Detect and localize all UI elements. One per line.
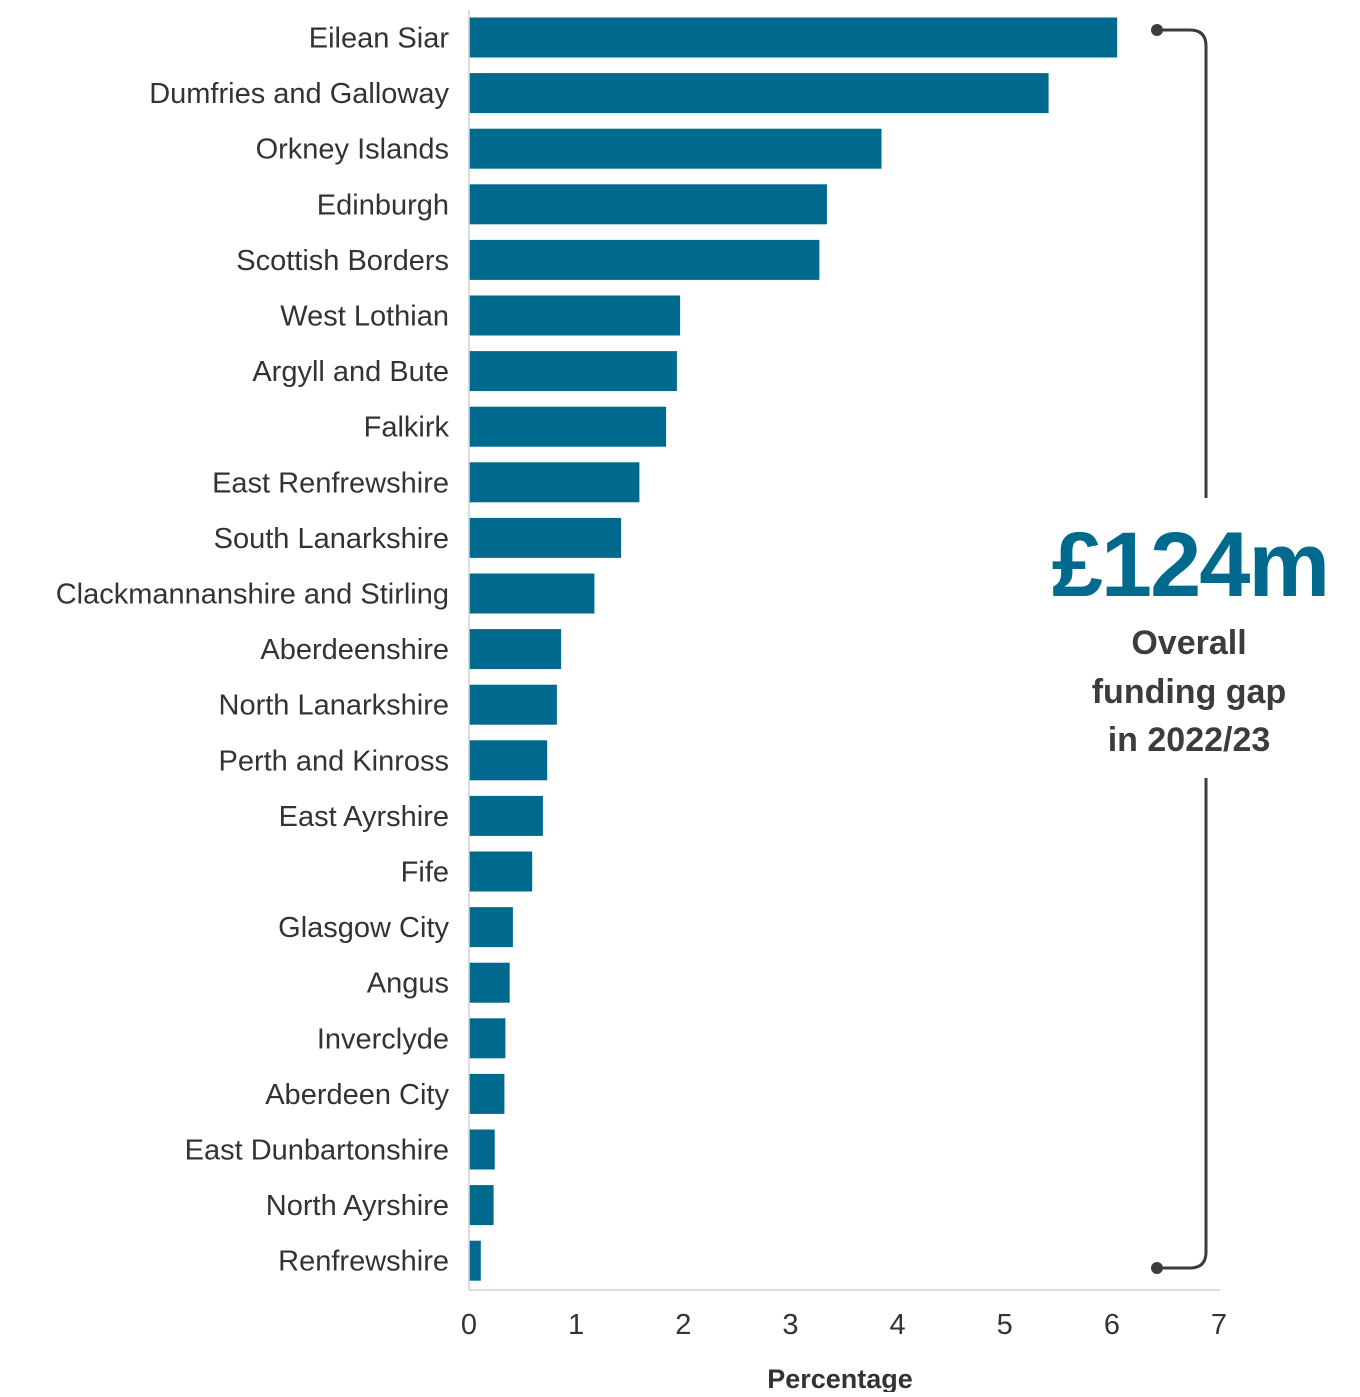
bar xyxy=(469,1240,481,1281)
category-label: Clackmannanshire and Stirling xyxy=(56,579,449,611)
bar xyxy=(469,73,1049,114)
bar xyxy=(469,406,667,447)
category-label: Glasgow City xyxy=(278,912,449,944)
category-label: Inverclyde xyxy=(317,1023,449,1055)
callout-line-1: Overall xyxy=(1131,624,1246,662)
bar xyxy=(469,740,548,781)
bar xyxy=(469,184,827,225)
category-label: Argyll and Bute xyxy=(252,356,449,388)
funding-gap-figure: £124m xyxy=(1052,514,1328,616)
category-label: Perth and Kinross xyxy=(218,745,449,777)
callout-line-3: in 2022/23 xyxy=(1108,721,1271,759)
category-label: Falkirk xyxy=(364,412,450,444)
category-label: South Lanarkshire xyxy=(214,523,449,555)
bar xyxy=(469,128,882,169)
bracket-dot-top xyxy=(1151,24,1163,36)
bracket-upper xyxy=(1157,28,1208,498)
bars-layer xyxy=(469,17,1118,1281)
bar xyxy=(469,239,820,280)
category-label: Edinburgh xyxy=(317,189,449,221)
category-label: Dumfries and Galloway xyxy=(149,78,449,110)
bar xyxy=(469,295,681,336)
category-labels: Eilean Siar Dumfries and Galloway Orkney I… xyxy=(56,23,450,1278)
bracket-annotation xyxy=(1151,24,1208,1274)
bar xyxy=(469,462,640,503)
bar xyxy=(469,795,543,836)
x-tick-label: 6 xyxy=(1104,1309,1120,1341)
x-tick-label: 0 xyxy=(461,1309,477,1341)
bracket-lower xyxy=(1157,778,1208,1270)
category-label: Fife xyxy=(401,857,449,889)
x-axis-title: Percentage xyxy=(767,1364,913,1392)
bar xyxy=(469,517,622,558)
bar xyxy=(469,851,533,892)
bar xyxy=(469,684,557,725)
bar xyxy=(469,17,1118,58)
category-label: East Dunbartonshire xyxy=(185,1135,449,1167)
callout-line-2: funding gap xyxy=(1092,673,1287,711)
category-label: North Lanarkshire xyxy=(219,690,450,722)
category-label: Orkney Islands xyxy=(256,134,449,166)
x-tick-label: 5 xyxy=(997,1309,1013,1341)
x-tick-labels: 0 1 2 3 4 5 6 7 xyxy=(461,1309,1227,1341)
category-label: Renfrewshire xyxy=(278,1246,449,1278)
category-label: Aberdeenshire xyxy=(260,634,449,666)
bar xyxy=(469,351,677,392)
x-tick-label: 2 xyxy=(675,1309,691,1341)
category-label: West Lothian xyxy=(280,301,449,333)
category-label: Scottish Borders xyxy=(236,245,449,277)
bar xyxy=(469,907,513,948)
x-tick-label: 1 xyxy=(568,1309,584,1341)
bar xyxy=(469,1185,494,1226)
bar xyxy=(469,962,510,1003)
category-label: East Renfrewshire xyxy=(212,467,449,499)
x-tick-label: 7 xyxy=(1211,1309,1227,1341)
category-label: East Ayrshire xyxy=(279,801,449,833)
bar xyxy=(469,1018,506,1059)
bar xyxy=(469,573,595,614)
bracket-dot-bottom xyxy=(1151,1262,1163,1274)
x-tick-label: 3 xyxy=(782,1309,798,1341)
bar xyxy=(469,1129,495,1170)
category-label: North Ayrshire xyxy=(266,1190,449,1222)
bar xyxy=(469,1073,505,1114)
category-label: Aberdeen City xyxy=(265,1079,449,1111)
bar xyxy=(469,629,562,670)
category-label: Angus xyxy=(367,968,449,1000)
x-tick-label: 4 xyxy=(890,1309,906,1341)
category-label: Eilean Siar xyxy=(309,23,450,55)
